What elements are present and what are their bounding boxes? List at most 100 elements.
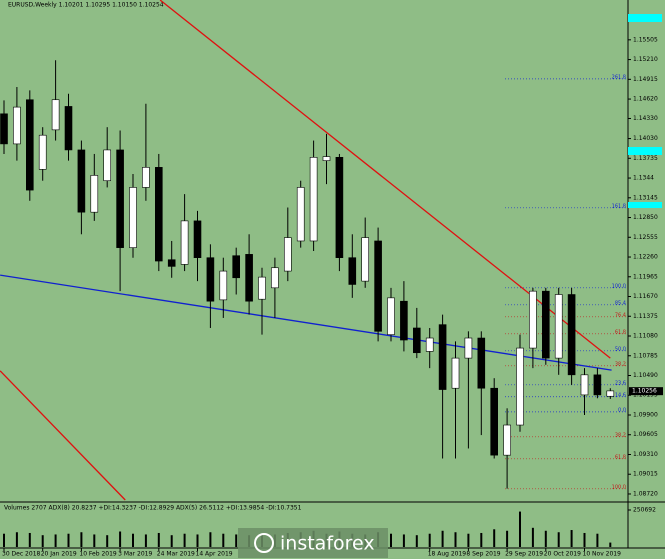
volume-bar — [235, 534, 238, 547]
candle-body — [219, 270, 228, 301]
candle-body — [206, 257, 215, 302]
volume-bar — [544, 530, 547, 547]
watermark: instaforex — [238, 528, 388, 558]
x-tick-label: 8 Sep 2019 — [466, 551, 500, 558]
volume-bar — [531, 527, 534, 547]
candle-body — [142, 167, 150, 188]
candle-body — [438, 324, 447, 390]
x-tick-label: 20 Jan 2019 — [41, 551, 77, 558]
volume-title: Volumes 2707 ADX(8) 20.8237 +DI:14.3237 … — [4, 505, 302, 512]
candle-body — [271, 267, 279, 289]
y-tick-label: 1.12260 — [633, 254, 658, 261]
candle-body — [477, 337, 486, 389]
volume-bar — [209, 532, 212, 547]
trend-line — [0, 370, 126, 501]
volume-bar — [222, 533, 225, 547]
candle-body — [167, 259, 176, 267]
volume-bar — [441, 530, 444, 547]
volume-bar — [157, 532, 160, 547]
volume-bar — [506, 530, 509, 547]
candle-body — [0, 113, 8, 145]
y-tick-label: 1.11670 — [633, 293, 658, 300]
fib-label: 85.4 — [615, 300, 626, 306]
volume-bar — [28, 532, 31, 547]
volume-bar — [67, 533, 70, 547]
y-tick-label: 1.1344 — [633, 175, 654, 182]
x-tick-label: 24 Mar 2019 — [157, 551, 195, 558]
candle-body — [51, 99, 60, 131]
candle-body — [374, 240, 382, 332]
candle-body — [116, 149, 124, 248]
candle-body — [606, 390, 615, 397]
candle-body — [503, 424, 511, 456]
last-price-box — [629, 387, 663, 396]
candle-body — [296, 187, 305, 242]
volume-bar — [132, 533, 134, 547]
volume-bar — [196, 534, 199, 547]
trend-line — [0, 274, 612, 371]
volume-bar — [93, 534, 96, 547]
fib-label: 14.6 — [615, 392, 626, 398]
y-tick-label: 1.10785 — [633, 352, 658, 359]
candle-body — [593, 374, 602, 396]
volume-bar — [170, 535, 173, 547]
volume-bar — [428, 533, 431, 547]
x-tick-label: 20 Oct 2019 — [544, 551, 581, 558]
volume-bar — [557, 532, 560, 547]
candle-body — [529, 290, 537, 349]
candle-body — [387, 297, 395, 335]
candle-body — [425, 337, 434, 352]
y-tick-label: 1.09605 — [633, 431, 658, 438]
y-tick-label: 1.14620 — [633, 96, 658, 103]
volume-bar — [570, 530, 573, 547]
y-tick-label: 1.13735 — [633, 155, 658, 162]
candle-body — [400, 300, 408, 341]
y-tick-label: 1.13145 — [633, 194, 658, 201]
x-tick-label: 30 Dec 2018 — [2, 551, 41, 558]
candle-body — [180, 220, 189, 265]
level-marker — [628, 14, 662, 22]
fib-label: 76.4 — [615, 312, 626, 318]
volume-bar — [415, 535, 418, 547]
fib-label: 100.0 — [612, 484, 626, 490]
candle-body — [490, 387, 499, 456]
candle-body — [335, 156, 344, 258]
fib-label: 23.6 — [615, 380, 626, 386]
candle-body — [567, 294, 576, 376]
candle-body — [232, 255, 240, 279]
candle-body — [451, 357, 460, 389]
y-tick-label: 1.09310 — [633, 451, 658, 458]
volume-bar — [41, 535, 44, 547]
candle-body — [348, 257, 357, 285]
candle-body — [309, 156, 318, 242]
x-tick-label: 3 Mar 2019 — [118, 551, 152, 558]
fib-label: 161.8 — [612, 203, 626, 209]
volume-bar — [3, 533, 5, 547]
y-tick-label: 1.08720 — [633, 490, 658, 497]
fib-label: 50.0 — [615, 346, 626, 352]
y-tick-label: 1.15210 — [633, 56, 658, 63]
candle-body — [554, 294, 563, 359]
y-tick-label: 1.14915 — [633, 76, 658, 83]
level-marker — [628, 202, 662, 208]
y-tick-label: 250692 — [633, 507, 656, 514]
candle-body — [258, 276, 266, 300]
candle-body — [64, 106, 73, 151]
x-tick-label: 10 Nov 2019 — [583, 551, 622, 558]
y-tick-label: 1.10195 — [633, 392, 658, 399]
volume-bar — [467, 533, 470, 547]
candle-body — [90, 175, 99, 213]
volume-bar — [493, 529, 496, 547]
candle-body — [38, 134, 47, 170]
volume-bar — [15, 532, 18, 547]
volume-bar — [609, 542, 612, 547]
volume-bar — [454, 532, 457, 547]
last-price-label: 1.10256 — [632, 388, 657, 395]
candle-body — [13, 106, 21, 145]
watermark-icon — [254, 533, 274, 553]
candle-body — [129, 187, 137, 248]
volume-bar — [596, 533, 599, 547]
y-tick-label: 1.09015 — [633, 471, 658, 478]
candle-body — [25, 99, 34, 191]
